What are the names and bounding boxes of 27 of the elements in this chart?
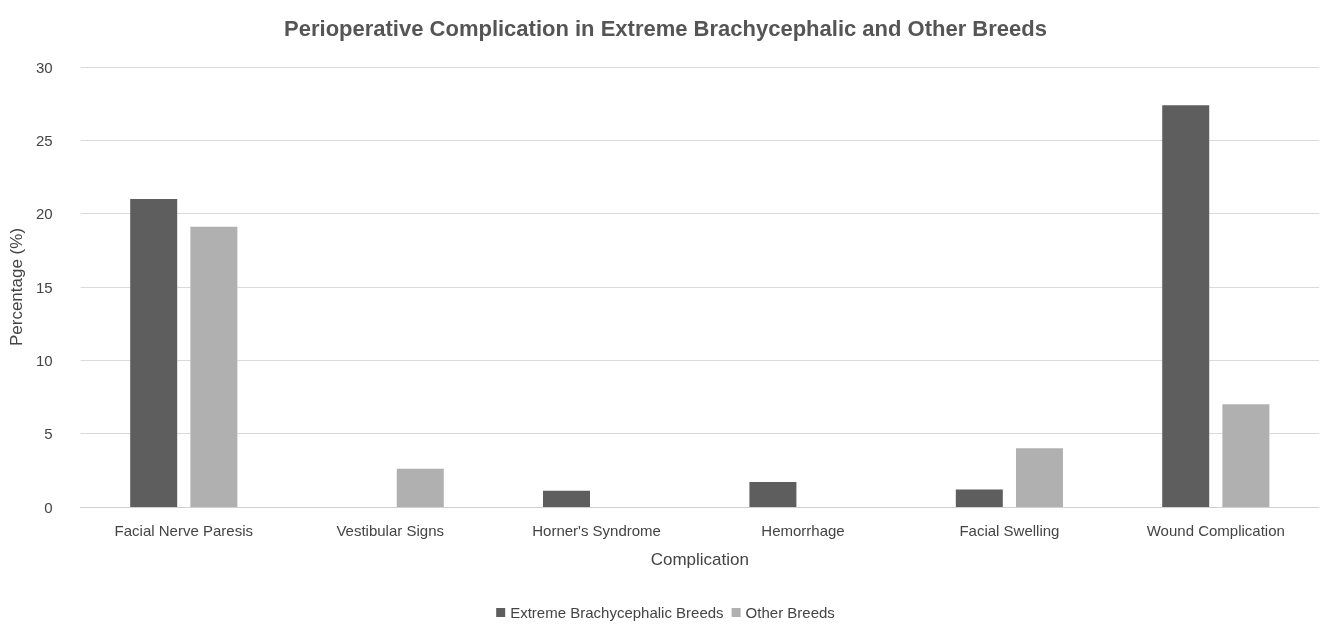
x-axis-title: Complication (650, 550, 749, 569)
y-tick-label: 25 (35, 131, 53, 149)
bar (1222, 404, 1270, 507)
y-tick-label: 5 (44, 425, 53, 443)
bar (749, 482, 797, 507)
bar (543, 490, 591, 507)
bar (1015, 448, 1063, 507)
y-tick-label: 10 (35, 351, 53, 369)
bar (396, 468, 444, 507)
x-tick-label: Vestibular Signs (336, 522, 444, 539)
y-tick-label: 20 (35, 205, 53, 223)
y-tick-label: 0 (44, 498, 53, 516)
x-tick-label: Horner's Syndrome (532, 522, 661, 539)
legend-label: Extreme Brachycephalic Breeds (510, 604, 724, 621)
x-tick-label: Facial Nerve Paresis (114, 522, 253, 539)
y-axis-title: Percentage (%) (7, 227, 26, 347)
legend-label: Other Breeds (745, 604, 835, 621)
bar (1162, 105, 1210, 507)
x-tick-label: Wound Complication (1146, 522, 1285, 539)
bar (190, 226, 238, 507)
x-tick-label: Hemorrhage (761, 522, 845, 539)
x-tick-label: Facial Swelling (959, 522, 1060, 539)
y-tick-label: 30 (35, 58, 53, 76)
bar (130, 199, 178, 507)
chart-title: Perioperative Complication in Extreme Brachycephalic and Other Breeds (284, 15, 1047, 41)
y-tick-label: 15 (35, 278, 53, 296)
bar (955, 489, 1003, 507)
